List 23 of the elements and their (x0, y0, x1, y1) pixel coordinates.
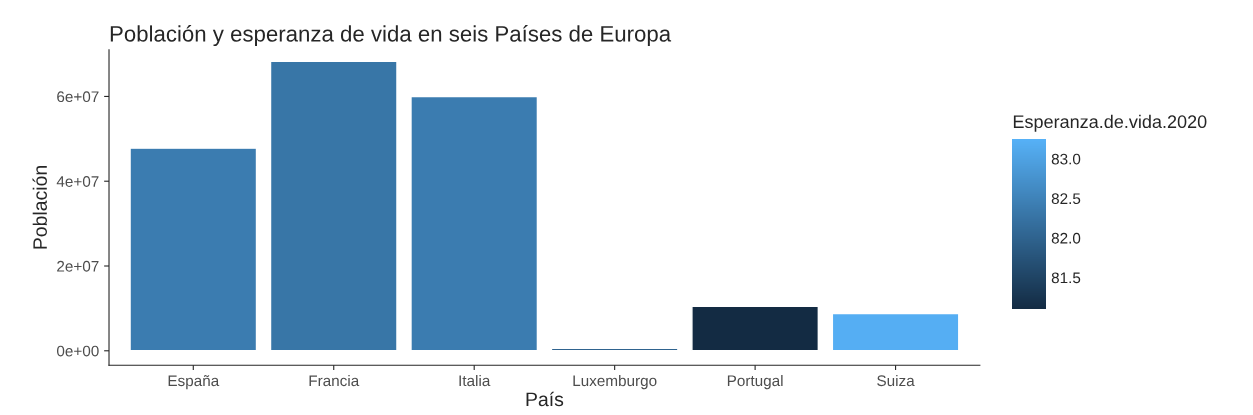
y-tick-label: 0e+00 (56, 345, 99, 357)
color-bar-label: 82.5 (1051, 193, 1081, 205)
color-bar-label: 82.0 (1051, 232, 1081, 244)
color-bar-label: 81.5 (1051, 272, 1081, 284)
y-axis-title: Población (32, 166, 47, 249)
color-bar-title: Esperanza.de.vida.2020 (1013, 114, 1207, 132)
bar (269, 60, 398, 352)
x-tick-label: Portugal (727, 374, 783, 390)
x-tick-label: Luxemburgo (573, 374, 657, 390)
bar (129, 147, 258, 352)
x-tick-label: España (168, 375, 220, 390)
bar (831, 312, 960, 352)
bar (410, 95, 539, 352)
x-axis-title: País (526, 391, 564, 407)
chart-title: Población y esperanza de vida en seis Países de Europa (110, 25, 672, 47)
x-tick-label: Italia (459, 374, 491, 387)
y-tick-label: 6e+07 (57, 91, 99, 103)
y-tick-label: 2e+07 (57, 260, 99, 272)
x-tick-label: Suiza (877, 374, 915, 387)
bar (691, 305, 820, 352)
x-tick-label: Francia (309, 374, 360, 387)
y-tick-label: 4e+07 (56, 176, 99, 187)
color-bar-label: 83.0 (1051, 153, 1081, 165)
